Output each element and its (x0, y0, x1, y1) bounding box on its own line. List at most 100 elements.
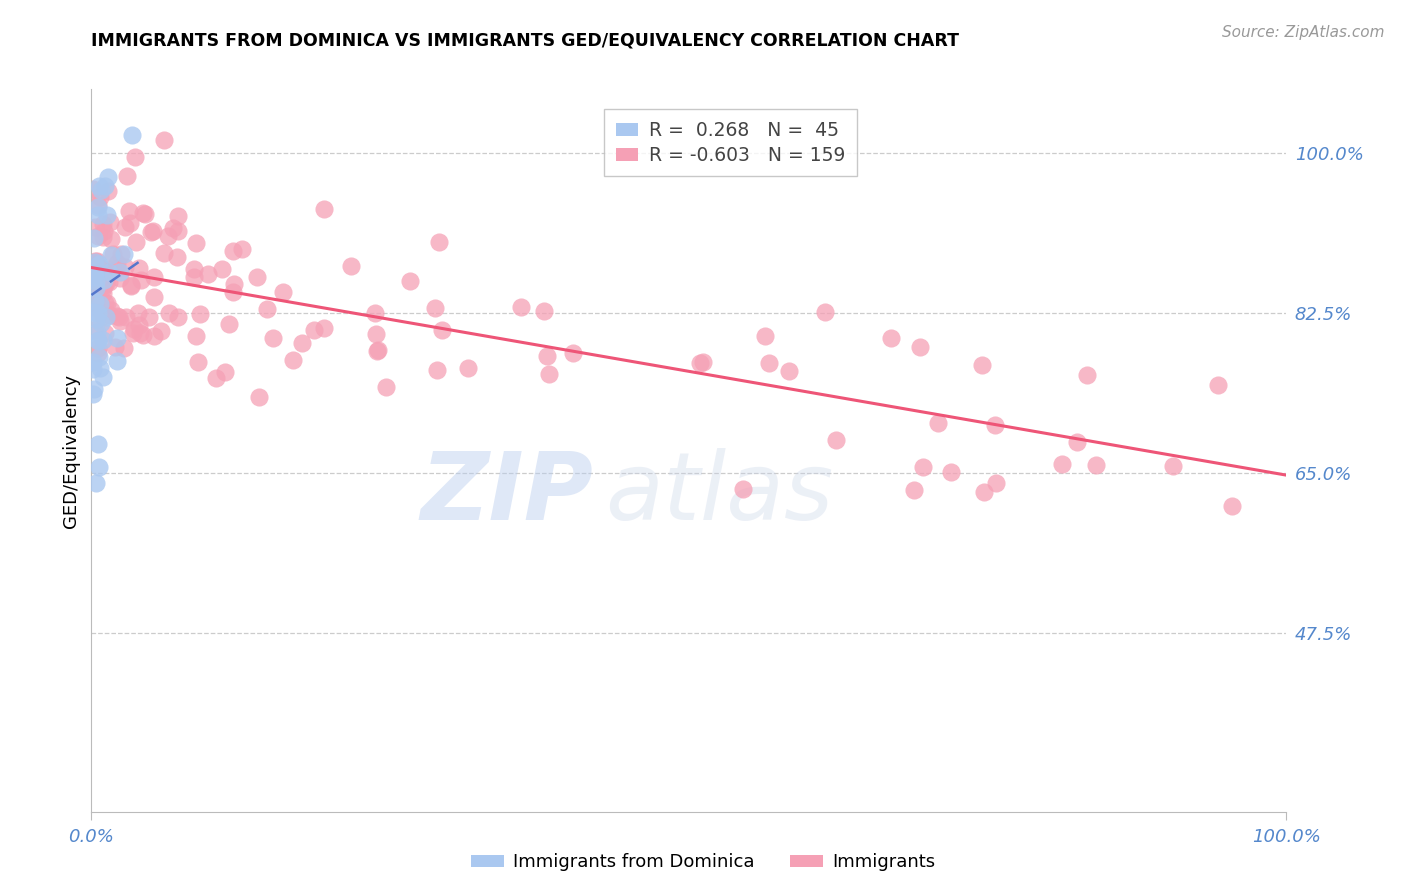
Point (115, 310, 138, 325)
Point (87, 306, 110, 320)
Point (533, 303, 555, 318)
Point (83, 282, 105, 296)
Point (89, 351, 111, 365)
Point (87, 278, 110, 293)
Point (105, 256, 128, 270)
Point (93, 273, 115, 287)
Point (908, 340, 931, 354)
Point (101, 246, 124, 260)
Point (425, 301, 447, 316)
Text: IMMIGRANTS FROM DOMINICA VS IMMIGRANTS GED/EQUIVALENCY CORRELATION CHART: IMMIGRANTS FROM DOMINICA VS IMMIGRANTS G… (91, 31, 959, 49)
Point (221, 244, 243, 258)
Point (100, 248, 122, 262)
Point (93, 277, 115, 292)
Point (82, 362, 104, 376)
Point (91, 266, 114, 280)
Point (114, 341, 136, 355)
Point (97, 265, 120, 279)
Point (939, 465, 962, 479)
Point (167, 310, 190, 325)
Point (536, 349, 558, 363)
Point (89, 361, 111, 376)
Point (218, 317, 240, 331)
Point (87, 437, 110, 451)
Point (84, 296, 107, 310)
Point (105, 354, 128, 368)
Point (879, 331, 901, 345)
Point (91, 217, 114, 231)
Point (291, 336, 314, 351)
Point (114, 260, 136, 274)
Point (87, 346, 110, 360)
Point (150, 324, 173, 338)
Point (94, 179, 117, 194)
Point (112, 247, 135, 261)
Point (509, 300, 531, 314)
Point (114, 219, 136, 234)
Point (98, 308, 121, 322)
Point (110, 247, 132, 261)
Point (94, 326, 117, 341)
Point (153, 246, 176, 260)
Point (97, 169, 120, 184)
Point (87, 257, 110, 271)
Point (124, 322, 146, 336)
Point (104, 340, 127, 354)
Text: atlas: atlas (605, 449, 834, 540)
Point (110, 271, 132, 285)
Point (973, 485, 995, 500)
Point (86, 197, 108, 211)
Point (87, 200, 110, 214)
Point (758, 356, 780, 370)
Point (105, 261, 128, 276)
Point (83, 293, 105, 308)
Point (96, 310, 118, 324)
Point (84, 255, 107, 269)
Point (283, 352, 305, 367)
Point (205, 370, 228, 384)
Point (457, 360, 479, 375)
Point (132, 206, 155, 220)
Point (89, 296, 111, 310)
Point (222, 285, 245, 299)
Point (129, 273, 152, 287)
Point (197, 267, 219, 281)
Point (262, 330, 284, 344)
Point (367, 343, 389, 357)
Point (143, 329, 166, 343)
Point (537, 367, 560, 381)
Point (115, 169, 138, 183)
Point (105, 309, 128, 323)
Point (157, 306, 180, 320)
Point (91, 230, 114, 244)
Point (132, 327, 155, 342)
Point (84, 281, 107, 295)
Point (87, 208, 110, 222)
Point (340, 259, 363, 273)
Point (86, 254, 108, 268)
Text: Source: ZipAtlas.com: Source: ZipAtlas.com (1222, 25, 1385, 40)
Point (83, 231, 105, 245)
Point (86, 228, 108, 243)
Point (427, 235, 450, 249)
Point (82, 386, 104, 401)
Point (86, 325, 108, 339)
Point (986, 475, 1008, 490)
Point (1050, 457, 1073, 471)
Point (256, 301, 278, 316)
Point (96, 208, 118, 222)
Point (754, 329, 776, 343)
Point (83, 253, 105, 268)
Legend: R =  0.268   N =  45, R = -0.603   N = 159: R = 0.268 N = 45, R = -0.603 N = 159 (605, 110, 858, 177)
Point (166, 250, 188, 264)
Point (142, 270, 165, 285)
Point (82, 304, 104, 318)
Point (128, 260, 150, 275)
Point (927, 416, 949, 430)
Point (82, 354, 104, 368)
Point (247, 390, 270, 404)
Point (108, 314, 131, 328)
Point (167, 224, 190, 238)
Point (562, 346, 585, 360)
Point (1084, 458, 1107, 472)
